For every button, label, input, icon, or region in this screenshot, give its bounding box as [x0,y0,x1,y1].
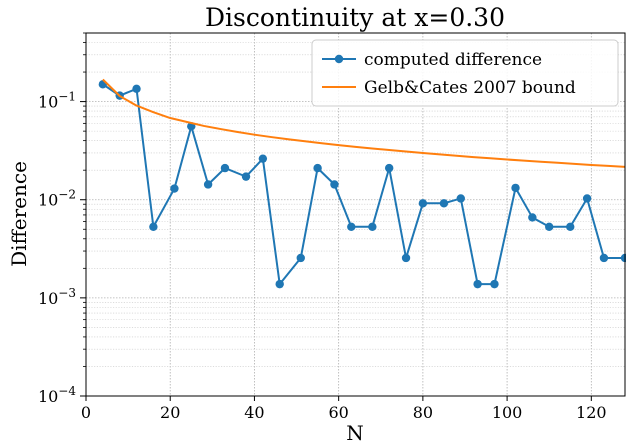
data-point-computed-difference [347,222,356,231]
chart-title: Discontinuity at x=0.30 [205,3,505,32]
data-point-computed-difference [401,253,411,263]
x-tick-label: 20 [160,403,180,422]
data-point-computed-difference [149,222,158,231]
data-point-computed-difference [241,172,251,181]
data-point-computed-difference [418,199,428,208]
data-point-computed-difference [275,279,284,289]
data-point-computed-difference [599,253,609,263]
data-point-computed-difference [511,183,520,193]
plot-frame [85,32,626,397]
x-tick-label: 120 [576,403,607,422]
data-point-computed-difference [313,163,322,173]
legend: computed difference Gelb&Cates 2007 boun… [311,39,619,107]
data-point-computed-difference [368,222,377,231]
y-tick-label: 10−4 [38,384,76,406]
legend-box [311,39,619,107]
x-tick-label: 100 [492,403,523,422]
y-tick-label: 10−1 [38,90,76,112]
data-point-computed-difference [330,180,339,189]
data-point-computed-difference [456,194,465,203]
series [98,78,626,289]
data-point-computed-difference [439,199,449,208]
data-point-computed-difference [203,180,213,189]
data-point-computed-difference [132,84,141,94]
x-tick-label: 80 [413,403,433,422]
x-tick-label: 0 [81,403,91,422]
legend-label-computed-difference: computed difference [364,50,542,70]
data-point-computed-difference [528,213,537,222]
data-point-computed-difference [220,163,230,173]
y-tick-label: 10−2 [38,188,76,210]
data-point-computed-difference [384,163,394,173]
data-point-computed-difference [473,279,482,289]
axis-ticks: 0 20 40 60 80 100 120 10−4 10−3 10−2 10−1 [38,32,607,422]
legend-label-gelb-cates-bound: Gelb&Cates 2007 bound [364,78,576,98]
y-tick-label: 10−3 [38,286,76,308]
x-tick-label: 60 [328,403,348,422]
series-line-gelb-cates-2007-bound [102,78,626,168]
data-point-computed-difference [170,184,179,193]
data-point-computed-difference [258,154,268,163]
y-axis-label: Difference [7,161,31,267]
data-point-computed-difference [545,222,554,231]
data-point-computed-difference [296,253,305,263]
data-point-computed-difference [490,279,499,289]
data-point-computed-difference [566,222,575,231]
x-tick-label: 40 [244,403,264,422]
data-point-computed-difference [582,194,592,203]
legend-marker-computed-difference [334,54,344,64]
x-axis-label: N [346,421,364,444]
